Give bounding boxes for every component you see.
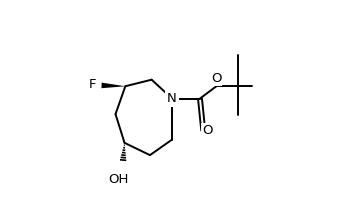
Polygon shape — [101, 83, 125, 88]
Text: F: F — [89, 78, 97, 91]
Text: OH: OH — [108, 173, 129, 186]
Text: N: N — [167, 92, 177, 105]
Text: O: O — [202, 124, 213, 137]
Text: O: O — [211, 72, 222, 85]
